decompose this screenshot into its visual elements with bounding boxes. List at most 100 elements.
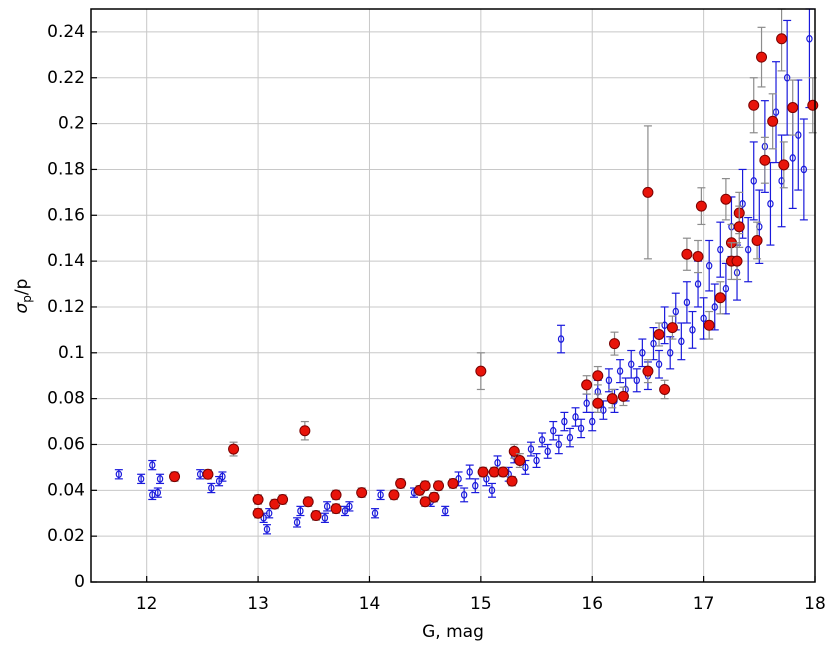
point xyxy=(751,234,763,246)
y-label-subscript: p xyxy=(20,295,34,303)
x-tick-label: 13 xyxy=(247,594,269,614)
y-tick-label: 0.18 xyxy=(47,159,85,179)
point xyxy=(650,339,657,348)
point xyxy=(776,33,788,45)
y-tick-label: 0.04 xyxy=(47,480,85,500)
point xyxy=(739,200,746,208)
point xyxy=(633,376,640,385)
point xyxy=(628,360,635,369)
point xyxy=(705,261,713,270)
point xyxy=(506,475,518,487)
point xyxy=(789,154,796,162)
error-bar xyxy=(660,306,669,345)
point xyxy=(566,433,574,442)
error-bar xyxy=(627,349,636,379)
point xyxy=(419,496,431,508)
point xyxy=(767,115,779,127)
point xyxy=(302,496,314,508)
point xyxy=(149,491,156,499)
error-bar xyxy=(460,487,469,503)
point xyxy=(149,461,156,469)
point xyxy=(494,459,501,467)
point xyxy=(208,484,215,492)
point xyxy=(252,507,264,519)
y-tick-label: 0.24 xyxy=(47,22,85,42)
x-tick-label: 18 xyxy=(804,594,826,614)
error-bar xyxy=(549,420,558,441)
point xyxy=(653,328,665,340)
y-tick-label: 0.12 xyxy=(47,297,85,317)
point xyxy=(711,303,718,311)
point xyxy=(154,488,162,497)
error-bar xyxy=(682,281,691,324)
point xyxy=(252,493,264,505)
point xyxy=(678,337,685,346)
error-bar xyxy=(799,118,808,221)
point xyxy=(695,200,707,212)
point xyxy=(321,514,329,522)
point xyxy=(720,193,732,205)
error-bar xyxy=(543,443,552,459)
point xyxy=(555,440,563,449)
point xyxy=(228,443,240,455)
point xyxy=(323,502,331,511)
point xyxy=(581,379,593,391)
point xyxy=(722,284,730,293)
plot-frame xyxy=(90,8,816,583)
point xyxy=(460,491,468,499)
point xyxy=(733,221,745,233)
point xyxy=(310,510,322,522)
point xyxy=(419,480,431,492)
point xyxy=(156,475,164,483)
point xyxy=(544,447,551,456)
y-tick-label: 0.16 xyxy=(47,205,85,225)
point xyxy=(700,314,707,323)
x-tick-label: 17 xyxy=(693,594,715,614)
point xyxy=(330,503,342,515)
point xyxy=(297,507,304,515)
point xyxy=(642,365,654,377)
y-tick-label: 0.02 xyxy=(47,526,85,546)
point xyxy=(639,348,646,357)
point xyxy=(689,326,696,334)
point xyxy=(533,456,540,465)
point xyxy=(299,425,311,437)
y-axis-label: σp/p xyxy=(12,279,34,314)
point xyxy=(667,348,674,357)
point xyxy=(447,477,459,489)
point xyxy=(787,102,799,114)
point xyxy=(744,245,752,254)
point xyxy=(497,466,509,478)
y-label-symbol: σ xyxy=(12,301,32,313)
point xyxy=(395,477,407,489)
error-bar xyxy=(565,427,574,448)
x-tick-label: 16 xyxy=(581,594,603,614)
point xyxy=(433,480,445,492)
y-tick-label: 0.06 xyxy=(47,434,85,454)
x-axis-label: G, mag xyxy=(422,622,484,642)
error-bar xyxy=(560,411,569,432)
point xyxy=(277,493,289,505)
point xyxy=(748,99,760,111)
point xyxy=(577,424,585,433)
point xyxy=(550,426,557,435)
y-tick-label: 0.08 xyxy=(47,389,85,409)
point xyxy=(293,518,301,527)
y-label-rest: /p xyxy=(12,279,32,296)
y-tick-label: 0 xyxy=(74,572,85,592)
point xyxy=(137,475,145,483)
point xyxy=(692,251,704,263)
point xyxy=(759,154,771,166)
point xyxy=(592,397,604,409)
error-bar xyxy=(487,482,496,498)
point xyxy=(219,472,226,481)
point xyxy=(672,307,679,316)
point xyxy=(681,248,693,260)
error-bar xyxy=(471,478,480,494)
point xyxy=(388,489,400,501)
point xyxy=(683,298,691,307)
point xyxy=(442,507,449,515)
error-bar xyxy=(532,453,541,468)
point xyxy=(572,413,579,421)
